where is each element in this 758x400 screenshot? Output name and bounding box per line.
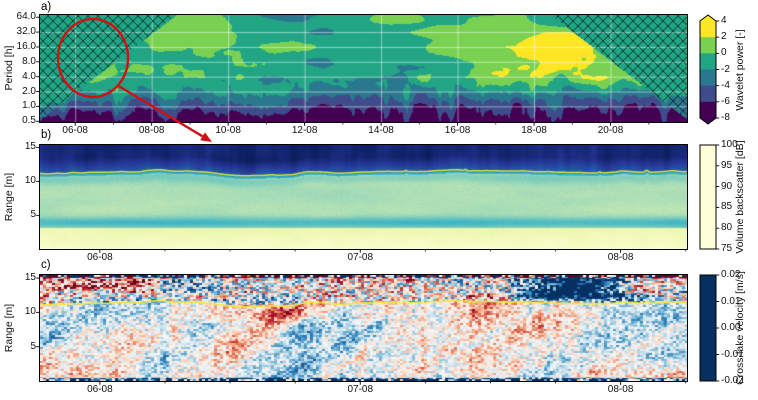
colorbar-a-tick-1: 2	[721, 31, 727, 43]
x-tick-label-a-0: 06-08	[62, 124, 88, 136]
panel-b-backscatter-heatmap	[40, 145, 687, 249]
y-tick-label-a-5: 2.0	[22, 85, 36, 97]
colorbar-a-segment	[700, 53, 716, 70]
y-tick-label-a-1: 32.0	[16, 26, 36, 38]
colorbar-b-tick-5: 75	[721, 243, 733, 254]
colorbar-b-tick-1: 95	[721, 159, 733, 171]
x-tick-label-a-3: 12-08	[291, 124, 318, 136]
panel-a-ylabel: Period [h]	[3, 45, 15, 91]
y-tick-label-a-7: 0.5	[22, 115, 36, 127]
colorbar-a-segment	[700, 21, 716, 38]
colorbar-a-segment	[700, 37, 716, 54]
x-tick-label-a-7: 20-08	[597, 124, 624, 136]
y-tick-label-b-0: 15	[24, 141, 36, 153]
colorbar-a-segment	[700, 101, 716, 119]
panel-c-letter: c)	[41, 259, 51, 271]
y-tick-label-b-2: 5	[30, 209, 36, 221]
x-tick-label-a-6: 18-08	[521, 124, 547, 136]
colorbar-a-tick-4: -4	[721, 79, 730, 91]
colorbar-a-label: Wavelet power [-]	[734, 29, 746, 111]
x-tick-label-a-1: 08-08	[138, 124, 165, 136]
colorbar-b	[699, 144, 717, 250]
colorbar-a-tick-6: -8	[721, 112, 730, 123]
x-tick-label-b-0: 06-08	[87, 251, 113, 263]
colorbar-c-tick-4: -0.02	[721, 375, 744, 386]
y-tick-label-a-0: 64.0	[16, 11, 36, 23]
panel-a-letter: a)	[41, 1, 52, 13]
panel-c-velocity-heatmap	[40, 275, 687, 381]
x-tick-label-c-0: 06-08	[87, 383, 113, 395]
colorbar-c-tick-2: 0.00	[721, 322, 741, 333]
y-tick-label-a-6: 1.0	[22, 100, 36, 112]
colorbar-b-label: Volume backscatter [dB]	[734, 140, 746, 254]
colorbar-c-tick-1: 0.01	[721, 295, 741, 307]
y-tick-label-c-2: 5	[30, 340, 36, 352]
colorbar-a-tick-5: -6	[721, 95, 730, 107]
colorbar-b-tick-2: 90	[721, 180, 733, 192]
y-tick-label-a-2: 16.0	[16, 40, 36, 52]
colorbar-b-tick-0: 100	[721, 139, 738, 150]
colorbar-a-outline	[699, 14, 717, 125]
x-tick-label-a-4: 14-08	[368, 124, 394, 136]
colorbar-a-tick-0: 4	[721, 15, 727, 26]
x-tick-label-c-1: 07-08	[347, 383, 374, 395]
y-tick-label-b-1: 10	[24, 175, 36, 187]
colorbar-a-tick-3: -2	[721, 63, 730, 75]
colorbar-b-tick-4: 80	[721, 222, 733, 234]
panel-a-wavelet-heatmap	[40, 15, 687, 122]
colorbar-c-tick-0: 0.02	[721, 269, 741, 280]
colorbar-c	[699, 274, 717, 382]
panel-b-letter: b)	[41, 129, 52, 141]
y-tick-label-a-4: 4.0	[22, 70, 36, 82]
x-tick-label-b-1: 07-08	[347, 251, 374, 263]
x-tick-label-a-5: 16-08	[444, 124, 471, 136]
colorbar-a-segment	[700, 69, 716, 87]
x-tick-label-b-2: 08-08	[607, 251, 634, 263]
x-tick-label-a-2: 10-08	[215, 124, 241, 136]
colorbar-b-tick-3: 85	[721, 201, 733, 213]
colorbar-c-tick-3: -0.01	[721, 348, 744, 360]
y-tick-label-c-0: 15	[24, 272, 36, 284]
y-tick-label-a-3: 8.0	[22, 55, 36, 67]
x-tick-label-c-2: 08-08	[607, 383, 634, 395]
colorbar-a-segment	[700, 85, 716, 103]
y-tick-label-c-1: 10	[24, 306, 36, 318]
annotation-arrow-head	[200, 132, 212, 142]
colorbar-a-tick-2: 0	[721, 47, 727, 59]
